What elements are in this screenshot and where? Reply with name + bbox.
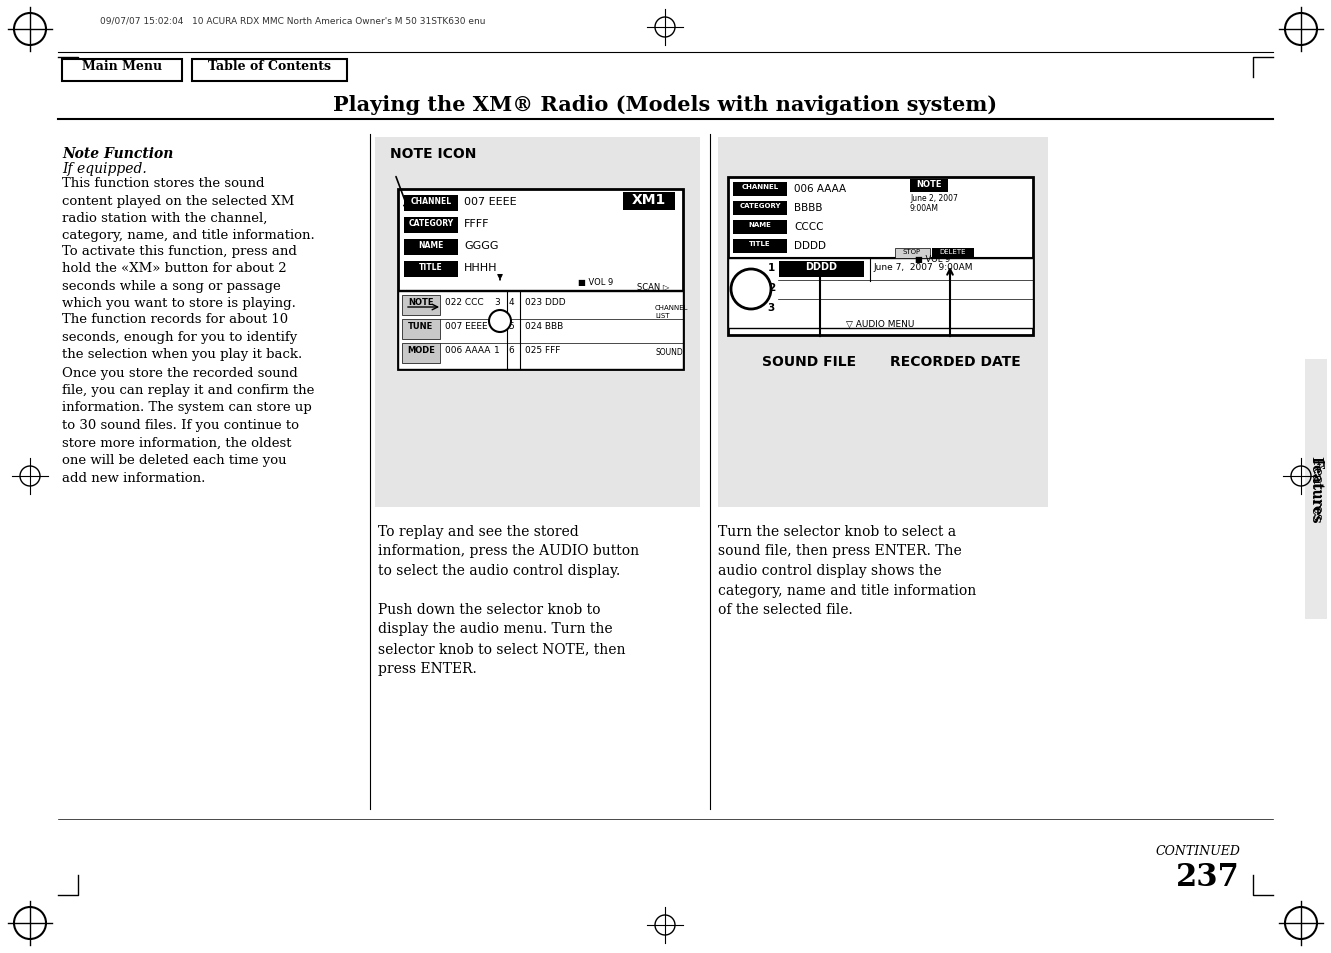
Bar — [894, 249, 930, 258]
Text: CHANNEL: CHANNEL — [741, 184, 779, 190]
Text: CHANNEL
LIST: CHANNEL LIST — [655, 305, 688, 318]
Text: TUNE: TUNE — [409, 322, 434, 331]
Text: NOTE ICON: NOTE ICON — [390, 147, 476, 161]
Text: Features: Features — [1308, 456, 1322, 523]
Text: ■ VOL 9: ■ VOL 9 — [578, 277, 614, 287]
Text: RECORDED DATE: RECORDED DATE — [890, 355, 1021, 369]
Text: 3: 3 — [768, 303, 775, 313]
Text: This function stores the sound
content played on the selected XM
radio station w: This function stores the sound content p… — [63, 177, 314, 242]
Text: TITLE: TITLE — [749, 241, 771, 247]
Text: To replay and see the stored
information, press the AUDIO button
to select the a: To replay and see the stored information… — [378, 524, 639, 675]
Text: DDDD: DDDD — [805, 262, 837, 272]
Text: Table of Contents: Table of Contents — [208, 60, 330, 73]
Bar — [402, 344, 441, 364]
Text: NAME: NAME — [418, 241, 443, 250]
Text: 6: 6 — [508, 346, 514, 355]
Bar — [405, 240, 458, 255]
Text: Main Menu: Main Menu — [83, 60, 162, 73]
Text: 007 EEEE: 007 EEEE — [445, 322, 487, 331]
Text: 2: 2 — [494, 322, 500, 331]
Text: 025 FFF: 025 FFF — [524, 346, 560, 355]
Text: 1: 1 — [494, 346, 500, 355]
Text: 09/07/07 15:02:04   10 ACURA RDX MMC North America Owner's M 50 31STK630 enu: 09/07/07 15:02:04 10 ACURA RDX MMC North… — [100, 17, 486, 26]
Text: CATEGORY: CATEGORY — [739, 203, 781, 209]
Bar — [405, 262, 458, 277]
Text: 2: 2 — [768, 283, 775, 293]
Text: GGGG: GGGG — [465, 241, 499, 251]
Bar — [623, 193, 675, 211]
Text: 1: 1 — [768, 263, 775, 273]
Circle shape — [731, 270, 771, 310]
Text: Note Function: Note Function — [63, 147, 173, 161]
Text: DDDD: DDDD — [795, 241, 827, 251]
Text: Once you store the recorded sound
file, you can replay it and confirm the
inform: Once you store the recorded sound file, … — [63, 366, 314, 484]
Text: NOTE: NOTE — [916, 180, 942, 189]
Text: 022 CCC: 022 CCC — [445, 297, 483, 307]
Text: 023 DDD: 023 DDD — [524, 297, 566, 307]
Text: BBBB: BBBB — [795, 203, 823, 213]
Text: TITLE: TITLE — [419, 263, 443, 272]
Bar — [733, 240, 787, 253]
Text: June 2, 2007: June 2, 2007 — [910, 193, 958, 203]
Bar — [932, 249, 974, 258]
Circle shape — [488, 311, 511, 333]
Bar — [398, 190, 683, 370]
Bar — [779, 262, 864, 277]
Text: SOUND FILE: SOUND FILE — [763, 355, 856, 369]
Text: To activate this function, press and
hold the «XM» button for about 2
seconds wh: To activate this function, press and hol… — [63, 245, 297, 310]
Text: 237: 237 — [1177, 862, 1240, 892]
Bar — [192, 60, 347, 82]
Text: 006 AAAA: 006 AAAA — [795, 184, 847, 193]
Text: Playing the XM® Radio (Models with navigation system): Playing the XM® Radio (Models with navig… — [333, 95, 997, 115]
Text: SOUND: SOUND — [655, 348, 683, 356]
Bar — [63, 60, 182, 82]
Bar — [733, 202, 787, 215]
Text: CCCC: CCCC — [795, 222, 824, 232]
Circle shape — [15, 14, 47, 46]
Text: ■ VOL 9: ■ VOL 9 — [914, 254, 950, 264]
Bar — [717, 138, 1047, 507]
Bar — [728, 258, 1033, 329]
Text: ▽ AUDIO MENU: ▽ AUDIO MENU — [845, 319, 914, 329]
Text: DELETE: DELETE — [940, 249, 966, 254]
Text: Turn the selector knob to select a
sound file, then press ENTER. The
audio contr: Turn the selector knob to select a sound… — [717, 524, 976, 617]
Circle shape — [1284, 907, 1316, 939]
Bar — [402, 295, 441, 315]
Bar — [405, 218, 458, 233]
Text: STOP: STOP — [902, 249, 921, 254]
Text: The function records for about 10
seconds, enough for you to identify
the select: The function records for about 10 second… — [63, 313, 302, 360]
Text: If equipped.: If equipped. — [63, 162, 146, 175]
Text: CHANNEL: CHANNEL — [410, 196, 451, 206]
Text: 006 AAAA: 006 AAAA — [445, 346, 490, 355]
Text: CONTINUED: CONTINUED — [1155, 844, 1240, 857]
Text: MODE: MODE — [407, 346, 435, 355]
Bar — [733, 221, 787, 234]
Text: HHHH: HHHH — [465, 263, 498, 273]
Text: 007 EEEE: 007 EEEE — [465, 196, 516, 207]
Text: FFFF: FFFF — [465, 219, 490, 229]
Bar — [728, 178, 1033, 335]
Bar — [733, 183, 787, 196]
Text: 4: 4 — [508, 297, 514, 307]
Bar — [910, 180, 948, 193]
Text: Features: Features — [1308, 458, 1323, 520]
Bar — [402, 319, 441, 339]
Text: 024 BBB: 024 BBB — [524, 322, 563, 331]
Circle shape — [15, 907, 47, 939]
Bar — [398, 292, 683, 370]
Text: June 7,  2007  9:00AM: June 7, 2007 9:00AM — [873, 263, 973, 272]
Circle shape — [1284, 14, 1316, 46]
Text: NOTE: NOTE — [409, 297, 434, 307]
Text: 5: 5 — [508, 322, 514, 331]
Text: 3: 3 — [494, 297, 500, 307]
Text: 9:00AM: 9:00AM — [910, 204, 938, 213]
Text: SCAN ▷: SCAN ▷ — [638, 282, 669, 291]
Text: CATEGORY: CATEGORY — [409, 219, 454, 228]
Bar — [1304, 359, 1327, 619]
Text: XM1: XM1 — [632, 193, 666, 207]
Bar — [375, 138, 700, 507]
Bar — [405, 195, 458, 212]
Text: NAME: NAME — [748, 222, 772, 228]
